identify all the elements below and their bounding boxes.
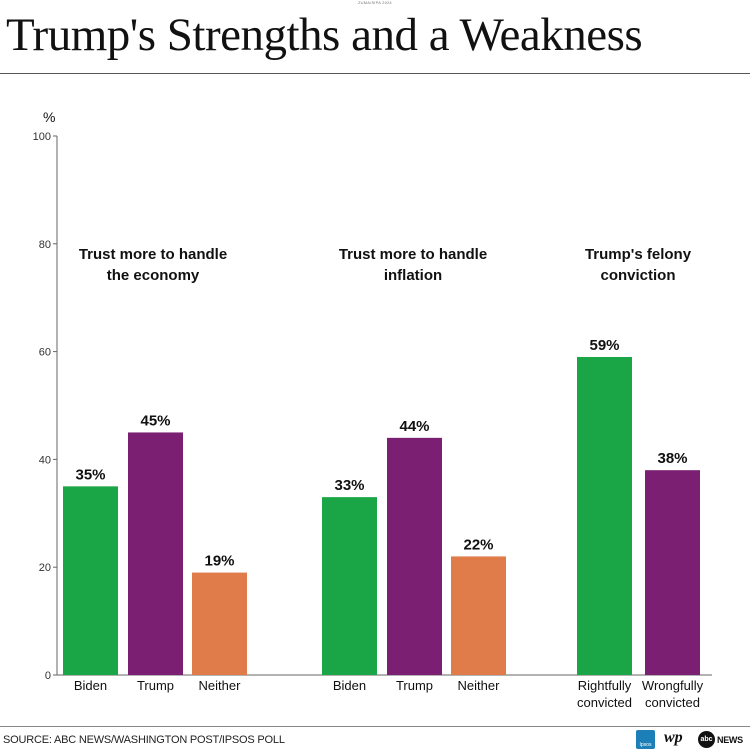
bottom-divider <box>0 726 750 727</box>
group-title: inflation <box>384 267 442 284</box>
y-tick-label: 80 <box>39 239 51 251</box>
category-label: Rightfully <box>578 678 632 693</box>
abc-logo-news: NEWS <box>717 734 743 745</box>
bar-value-label: 35% <box>75 466 105 483</box>
ipsos-logo: Ipsos <box>636 730 655 749</box>
bar-value-label: 19% <box>204 553 234 570</box>
photo-credit: ZUMA/SIPA 2024 <box>358 0 392 5</box>
bar <box>451 556 506 675</box>
bar-value-label: 33% <box>334 477 364 494</box>
y-tick-label: 100 <box>33 131 51 143</box>
group-title: the economy <box>107 267 200 284</box>
category-label: Wrongfully <box>642 678 704 693</box>
bar <box>128 432 183 675</box>
bar <box>322 497 377 675</box>
category-label: Neither <box>458 678 501 693</box>
abc-news-logo: abc NEWS <box>698 731 743 748</box>
group-title: Trust more to handle <box>339 246 487 263</box>
abc-logo-mark: abc <box>698 731 715 748</box>
bar-value-label: 45% <box>140 412 170 429</box>
category-label: Trump <box>396 678 433 693</box>
y-tick-label: 40 <box>39 454 51 466</box>
category-label: convicted <box>577 695 632 710</box>
y-tick-label: 0 <box>45 670 51 682</box>
bar-value-label: 38% <box>657 450 687 467</box>
bar <box>577 356 632 675</box>
bar <box>387 437 442 675</box>
bar-value-label: 59% <box>589 337 619 354</box>
source-note: SOURCE: ABC NEWS/WASHINGTON POST/IPSOS P… <box>3 734 285 746</box>
bar-value-label: 44% <box>399 418 429 435</box>
group-title: Trust more to handle <box>79 246 227 263</box>
y-axis-label: % <box>43 109 55 125</box>
page-title: Trump's Strengths and a Weakness <box>6 9 643 61</box>
y-tick-label: 60 <box>39 347 51 359</box>
category-label: Biden <box>333 678 366 693</box>
bar <box>192 572 247 675</box>
category-label: Neither <box>199 678 242 693</box>
top-divider <box>0 73 750 74</box>
bar <box>645 470 700 675</box>
category-label: Biden <box>74 678 107 693</box>
bar <box>63 486 118 675</box>
bar-value-label: 22% <box>463 536 493 553</box>
category-label: convicted <box>645 695 700 710</box>
category-label: Trump <box>137 678 174 693</box>
group-title: Trump's felony <box>585 246 692 263</box>
washington-post-logo: wp <box>664 729 683 746</box>
bar-chart: % 0 20 40 60 80 100 Trust more to handle the eco… <box>33 109 712 710</box>
group-title: conviction <box>600 267 675 284</box>
y-tick-label: 20 <box>39 562 51 574</box>
